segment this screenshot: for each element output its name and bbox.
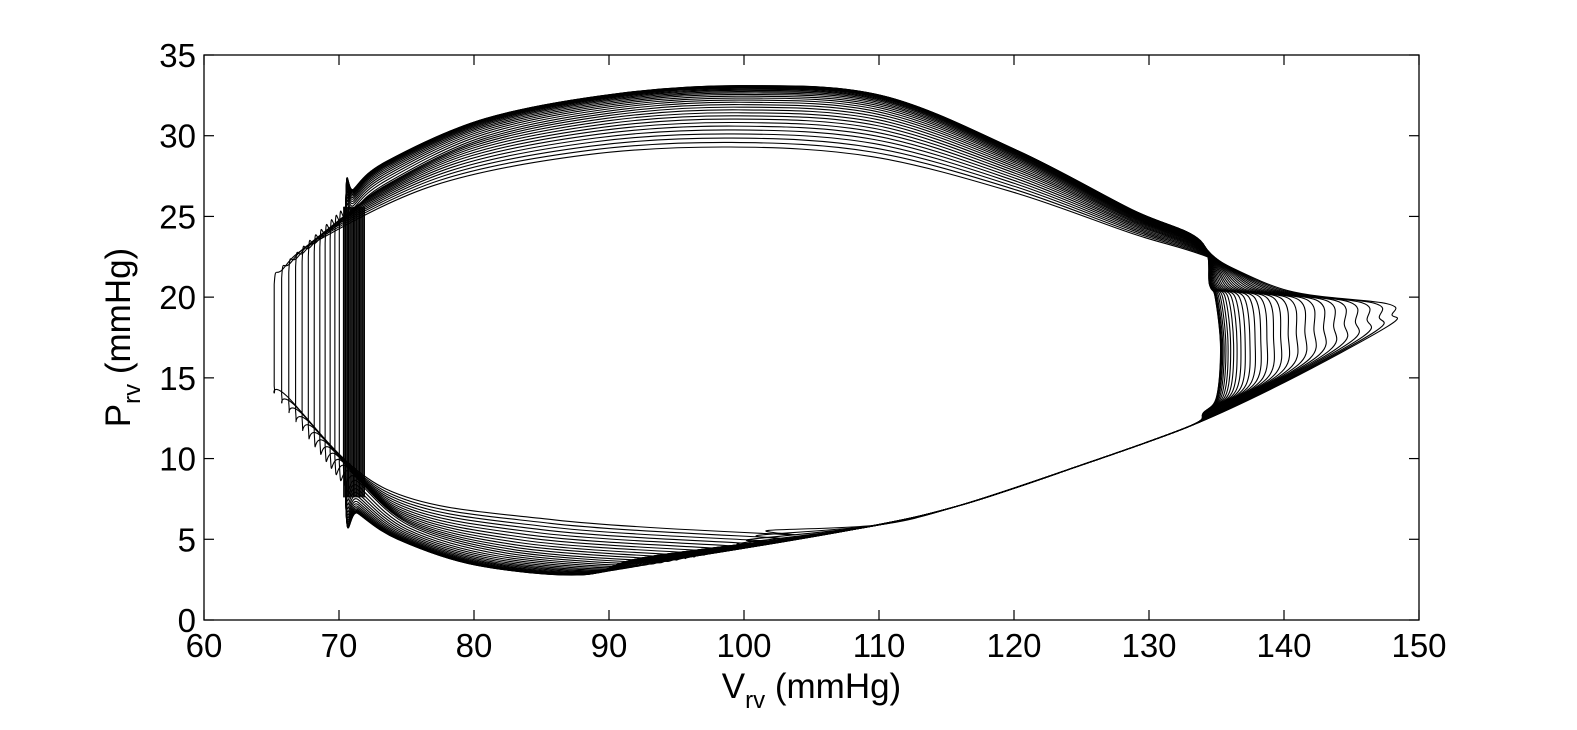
x-tick-label: 100: [716, 627, 771, 664]
y-tick-label: 30: [159, 118, 196, 155]
y-axis: 0 5 10 15 20 25 30 35: [159, 37, 1419, 639]
pv-loop-line: [307, 125, 1338, 552]
pv-loop-line: [313, 121, 1327, 554]
plot-frame: [203, 54, 1420, 621]
x-axis-label-sub: rv: [745, 687, 765, 714]
x-axis-label-unit: (mmHg): [765, 667, 901, 706]
y-axis-label-sub: rv: [119, 384, 146, 404]
x-tick-label: 150: [1391, 627, 1446, 664]
x-tick-label: 90: [591, 627, 628, 664]
y-tick-label: 10: [159, 441, 196, 478]
x-tick-label: 140: [1256, 627, 1311, 664]
pv-loop-line: [324, 115, 1308, 558]
pv-loop-line: [288, 137, 1373, 543]
pv-loop-line: [301, 129, 1349, 549]
y-tick-label: 5: [178, 521, 196, 558]
y-tick-label: 20: [159, 279, 196, 316]
x-axis-label-main: V: [722, 667, 746, 706]
pv-loop-line: [345, 85, 1222, 576]
x-tick-label: 120: [986, 627, 1041, 664]
loop-series-group: [273, 85, 1398, 576]
x-tick-label: 80: [456, 627, 493, 664]
pv-loop-line: [273, 146, 1398, 536]
x-axis-label: Vrv (mmHg): [722, 667, 901, 714]
x-tick-label: 130: [1121, 627, 1176, 664]
pv-loop-line: [281, 141, 1385, 539]
y-axis-label-unit: (mmHg): [99, 248, 138, 384]
x-axis: 60 70 80 90 100 110 120 130 140 150: [186, 55, 1447, 664]
y-tick-label: 15: [159, 360, 196, 397]
pv-loop-line: [319, 118, 1317, 556]
y-tick-label: 0: [178, 602, 196, 639]
y-tick-label: 25: [159, 198, 196, 235]
y-tick-label: 35: [159, 37, 196, 74]
pv-loop-line: [295, 133, 1360, 546]
x-tick-label: 70: [321, 627, 358, 664]
x-tick-label: 110: [853, 627, 906, 664]
x-tick-label: 60: [186, 627, 223, 664]
y-axis-label: Prv (mmHg): [99, 248, 146, 427]
y-axis-label-main: P: [99, 404, 138, 427]
